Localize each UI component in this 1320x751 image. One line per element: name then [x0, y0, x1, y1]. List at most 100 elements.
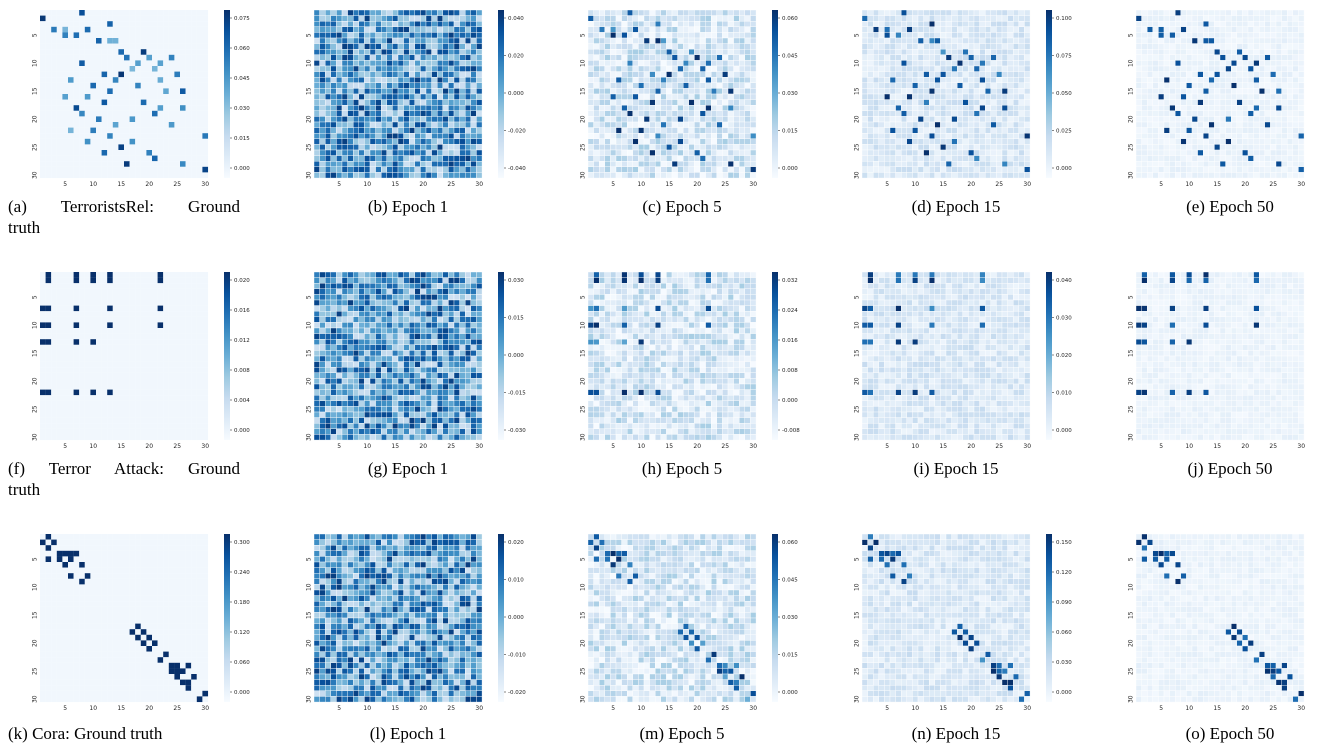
heatmap-cell [386, 82, 393, 89]
heatmap-cell [1001, 110, 1008, 117]
heatmap-cell [442, 121, 449, 128]
heatmap-cell [45, 99, 52, 106]
heatmap-cell [738, 60, 746, 67]
heatmap-cell [694, 99, 701, 106]
heatmap-cell [699, 149, 706, 156]
heatmap-cell [934, 76, 941, 84]
heatmap-cell [62, 305, 69, 312]
heatmap-cell [1253, 116, 1260, 123]
heatmap-cell [968, 121, 975, 128]
heatmap-cell [654, 88, 662, 95]
heatmap-cell [392, 160, 399, 168]
heatmap-cell [979, 172, 986, 179]
heatmap-cell [79, 116, 85, 123]
heatmap-cell [464, 144, 472, 151]
heatmap-cell [654, 121, 662, 128]
heatmap-cell [73, 105, 80, 111]
heatmap-cell [431, 9, 438, 16]
heatmap-cell [101, 161, 108, 167]
heatmap-cell [1225, 9, 1232, 16]
heatmap-cell [135, 288, 141, 295]
heatmap-cell [901, 54, 908, 61]
heatmap-cell [403, 172, 410, 179]
heatmap-cell [73, 71, 80, 78]
heatmap-cell [84, 166, 91, 173]
heatmap-cell [677, 60, 684, 67]
heatmap-cell [425, 15, 432, 22]
heatmap-cell [1012, 9, 1020, 16]
heatmap-cell [397, 26, 404, 33]
heatmap-cell [727, 149, 734, 156]
heatmap-cell [1024, 37, 1031, 44]
heatmap-cell [62, 166, 69, 173]
heatmap-cell [643, 116, 650, 123]
heatmap-cell [191, 21, 197, 27]
heatmap-cell [448, 149, 455, 156]
heatmap-cell [364, 32, 371, 39]
heatmap-cell [124, 71, 130, 78]
heatmap-cell [392, 104, 399, 112]
heatmap-cell [705, 160, 712, 168]
heatmap-cell [677, 65, 684, 72]
heatmap-cell [901, 88, 908, 95]
heatmap-cell [1264, 104, 1271, 112]
heatmap-cell [1141, 37, 1148, 44]
heatmap-cell [436, 132, 444, 140]
heatmap-cell [313, 132, 320, 140]
heatmap-cell [1253, 172, 1260, 179]
heatmap-cell [901, 104, 908, 112]
heatmap-cell [1018, 65, 1025, 72]
heatmap-cell [140, 10, 147, 16]
heatmap-cell [364, 155, 371, 162]
heatmap-cell [1018, 132, 1025, 140]
heatmap-cell [889, 71, 896, 78]
heatmap-cell [347, 127, 354, 134]
heatmap-cell [643, 172, 650, 179]
heatmap-cell [917, 71, 924, 78]
heatmap-cell [62, 99, 69, 106]
heatmap-cell [1225, 93, 1232, 100]
heatmap-cell [202, 127, 209, 134]
heatmap-cell [436, 160, 444, 168]
heatmap-cell [1018, 160, 1025, 168]
heatmap-cell [174, 49, 181, 55]
heatmap-cell [163, 43, 169, 50]
heatmap-cell [1236, 9, 1243, 16]
heatmap-cell [453, 110, 460, 117]
heatmap-cell [923, 20, 930, 28]
heatmap-cell [610, 20, 617, 28]
heatmap-cell [593, 71, 600, 78]
heatmap-cell [962, 71, 969, 78]
heatmap-cell [96, 161, 102, 167]
y-tick-label: 30 [32, 171, 39, 179]
heatmap-cell [587, 15, 594, 22]
heatmap-cell [336, 15, 343, 22]
heatmap-cell [112, 300, 119, 306]
heatmap-cell [934, 82, 941, 89]
heatmap-cell [146, 277, 153, 284]
heatmap-cell [118, 94, 125, 100]
heatmap-cell [1208, 132, 1215, 140]
heatmap-cell [62, 43, 69, 50]
heatmap-cell [923, 144, 930, 151]
heatmap-cell [727, 26, 734, 33]
heatmap-cell [369, 155, 376, 162]
x-tick-label: 10 [637, 181, 645, 188]
heatmap-cell [96, 138, 102, 145]
heatmap-cell [476, 155, 483, 162]
heatmap-cell [1258, 9, 1266, 16]
heatmap-cell [56, 283, 63, 289]
heatmap-cell [1208, 127, 1215, 134]
heatmap-cell [962, 60, 969, 67]
heatmap-cell [1225, 60, 1232, 67]
heatmap-cell [436, 99, 444, 106]
heatmap-cell [90, 311, 97, 317]
heatmap-cell [1258, 99, 1266, 106]
heatmap-cell [403, 32, 410, 39]
heatmap-cell [878, 9, 885, 16]
heatmap-cell [420, 132, 427, 140]
heatmap-cell [448, 15, 455, 22]
heatmap-cell [163, 110, 169, 117]
heatmap-cell [1186, 49, 1193, 56]
heatmap-cell [627, 93, 634, 100]
